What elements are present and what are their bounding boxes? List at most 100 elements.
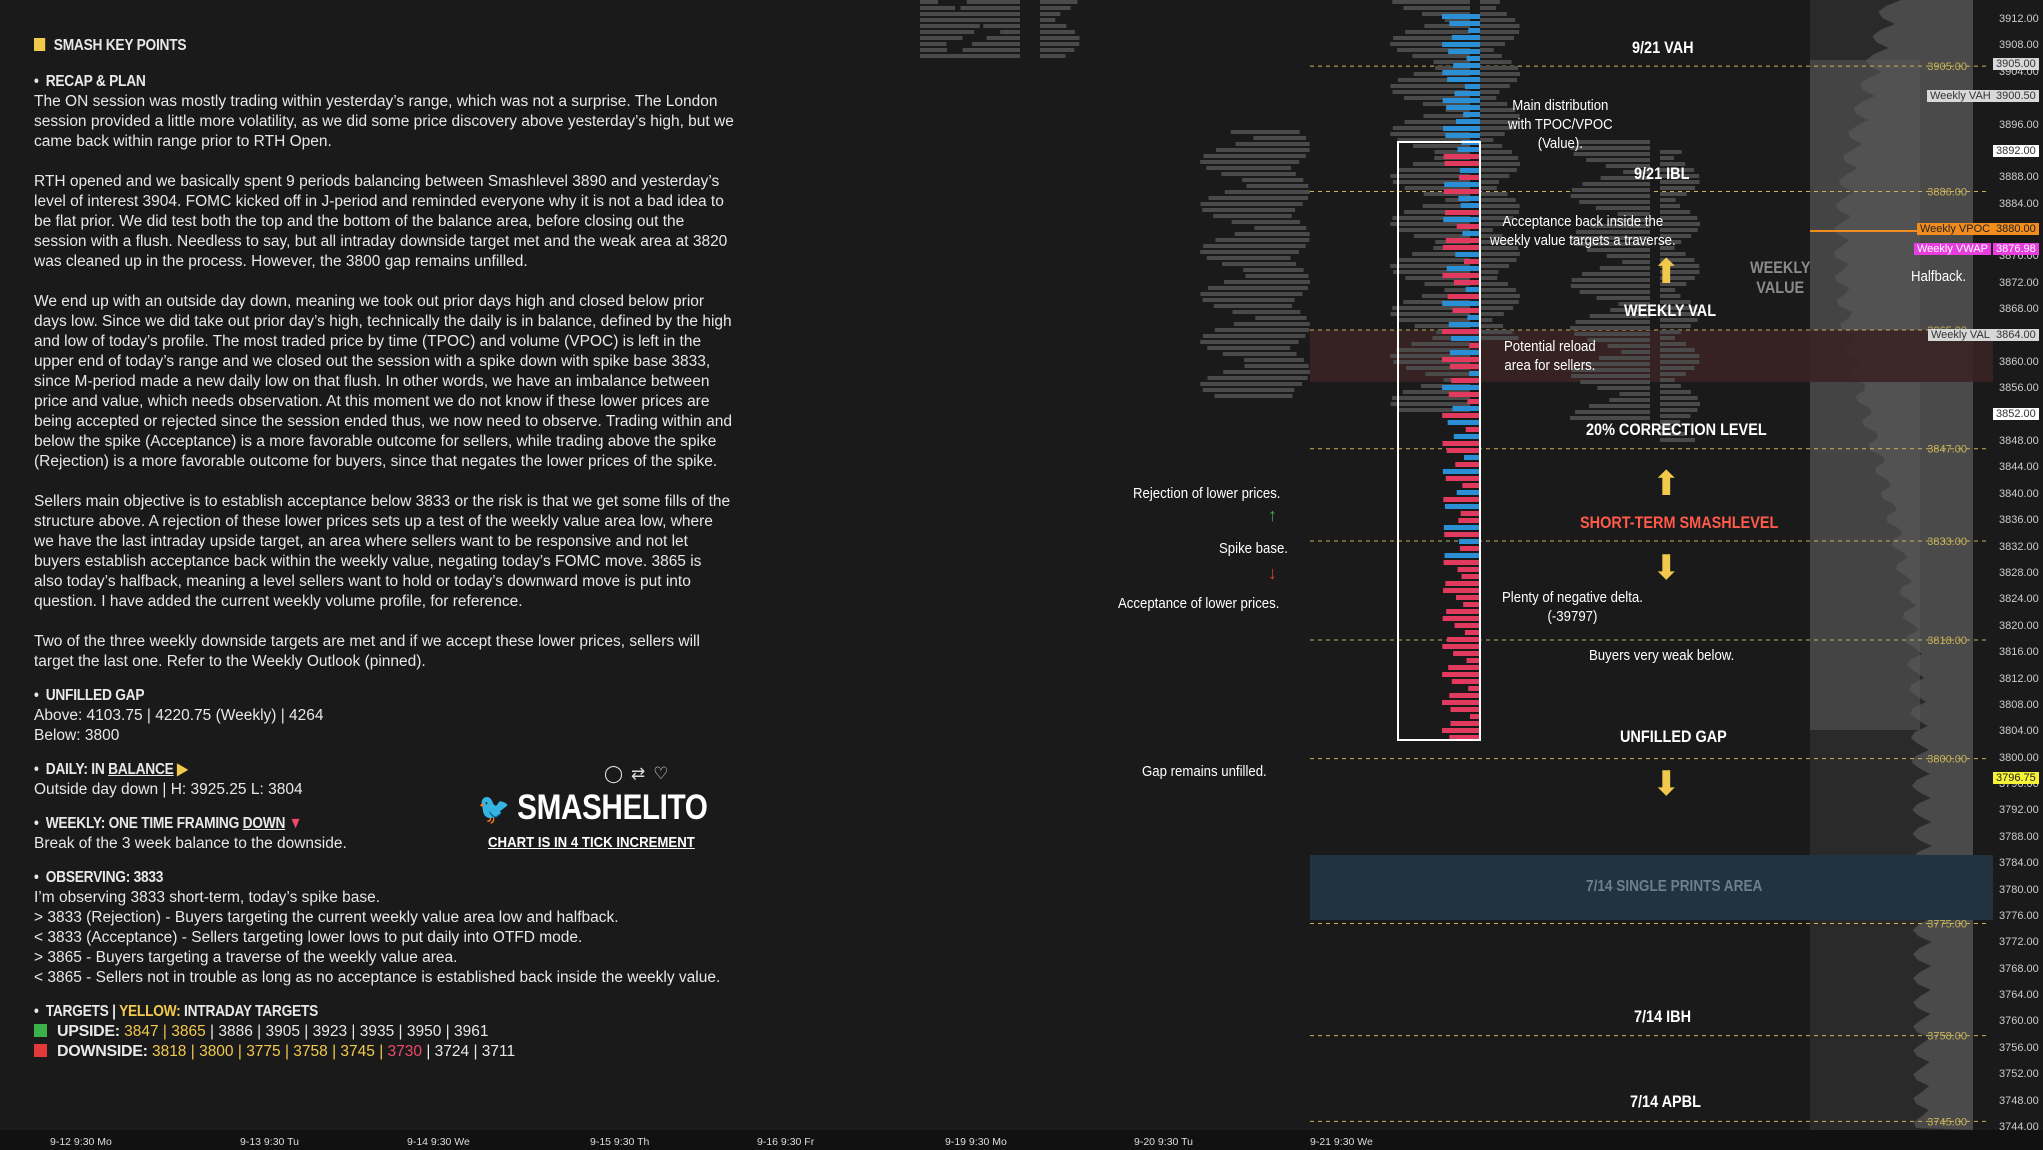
tpo-bar — [1280, 184, 1309, 188]
sell-delta-bar — [1451, 378, 1480, 383]
sell-delta-bar — [1442, 273, 1480, 278]
price-axis-label: 3856.00 — [1999, 382, 2039, 395]
sell-delta-bar — [1445, 476, 1480, 481]
tpo-bar — [1422, 204, 1470, 208]
level-label: 3800.00 — [1927, 754, 1967, 766]
date-label: 9-21 9:30 We — [1310, 1136, 1373, 1148]
tpo-bar — [1280, 130, 1300, 134]
tpo-bar — [1586, 158, 1650, 162]
gap-heading-text: UNFILLED GAP — [45, 687, 145, 704]
targets-suffix: INTRADAY TARGETS — [180, 1003, 319, 1020]
tpo-bar — [1213, 304, 1280, 308]
tpo-bar — [1200, 160, 1280, 164]
buy-delta-bar — [1443, 217, 1480, 222]
level-label: 3745.00 — [1927, 1116, 1967, 1128]
tpo-bar — [1660, 396, 1698, 400]
tpo-bar — [1280, 376, 1308, 380]
price-axis-label: 3804.00 — [1999, 725, 2039, 738]
weekly-prefix: WEEKLY: ONE TIME FRAMING — [45, 815, 243, 832]
tpo-bar — [1422, 102, 1470, 106]
tpo-bar — [1660, 168, 1695, 172]
tpo-bar — [1280, 190, 1310, 194]
tpo-bar — [1423, 114, 1470, 118]
tpo-bar — [1618, 302, 1650, 306]
tpo-bar — [1480, 270, 1499, 274]
sell-delta-bar — [1446, 609, 1480, 614]
tpo-bar — [1390, 354, 1470, 358]
tpo-bar — [1206, 166, 1280, 170]
tpo-bar — [1480, 288, 1516, 292]
buy-delta-bar — [1455, 119, 1480, 124]
tpo-bar — [1280, 274, 1309, 278]
tpo-bar — [1230, 130, 1280, 134]
tpo-bar — [1587, 338, 1650, 342]
reply-icon[interactable]: ◯ — [604, 764, 632, 783]
tpo-bar — [1611, 218, 1650, 222]
tpo-bar — [1390, 132, 1470, 136]
tpo-bar — [1660, 348, 1695, 352]
buy-delta-bar — [1442, 14, 1480, 19]
buy-delta-bar — [1463, 112, 1480, 117]
buy-delta-bar — [1462, 231, 1480, 236]
tpo-bar — [1392, 216, 1470, 220]
date-label: 9-14 9:30 We — [407, 1136, 470, 1148]
recap-paragraph-2: RTH opened and we basically spent 9 peri… — [34, 173, 728, 270]
price-3905-tag: 3905.00 — [1993, 58, 2039, 70]
tpo-bar — [1411, 342, 1470, 346]
gap-heading: • UNFILLED GAP — [34, 687, 145, 704]
tpo-bar — [1253, 136, 1280, 140]
sell-delta-bar — [1460, 511, 1480, 516]
tpo-bar — [1660, 234, 1692, 238]
price-axis-label: 3792.00 — [1999, 804, 2039, 817]
tpo-bar — [1660, 174, 1700, 178]
tpo-bar — [920, 0, 938, 4]
buy-delta-bar — [1460, 203, 1480, 208]
tpo-bar — [1280, 136, 1307, 140]
buy-delta-bar — [1467, 315, 1480, 320]
tpo-bar — [1244, 364, 1280, 368]
tpo-bar — [1480, 294, 1520, 298]
tpo-bar — [1480, 18, 1516, 22]
date-label: 9-19 9:30 Mo — [945, 1136, 1007, 1148]
buy-delta-bar — [1452, 406, 1480, 411]
tpo-bar — [1246, 184, 1280, 188]
tpo-bar — [1480, 180, 1499, 184]
tpo-bar — [1280, 226, 1307, 230]
retweet-icon[interactable]: ⇄ — [631, 764, 654, 783]
tpo-bar — [1223, 280, 1280, 284]
tpo-bar — [1480, 210, 1519, 214]
price-axis-label: 3848.00 — [1999, 435, 2039, 448]
sell-delta-bar — [1464, 259, 1480, 264]
sell-delta-bar — [1444, 210, 1480, 215]
green-square-icon — [34, 1024, 47, 1037]
tpo-bar — [1589, 314, 1650, 318]
tpo-bar — [1480, 120, 1520, 124]
acceptance-traverse-note: Acceptance back inside the weekly value … — [1490, 213, 1676, 249]
sell-delta-bar — [1442, 245, 1480, 250]
tpo-bar — [1660, 306, 1698, 310]
tpo-bar — [1254, 226, 1280, 230]
tpo-bar — [1413, 72, 1470, 76]
heart-icon[interactable]: ♡ — [653, 764, 677, 783]
tpo-bar — [1280, 382, 1303, 386]
tpo-bar — [1660, 264, 1700, 268]
tpo-bar — [1280, 244, 1306, 248]
tpo-bar — [960, 54, 1020, 58]
date-axis: 9-12 9:30 Mo 9-13 9:30 Tu 9-14 9:30 We 9-15… — [0, 1130, 2043, 1150]
rejection-note: Rejection of lower prices. — [1133, 485, 1281, 502]
buy-delta-bar — [1446, 266, 1480, 271]
tpo-bar — [1480, 72, 1520, 76]
tpo-bar — [1660, 366, 1695, 370]
tpo-bar — [1280, 160, 1300, 164]
tpo-bar — [1660, 342, 1687, 346]
tpo-bar — [1480, 12, 1507, 16]
buy-delta-bar — [1464, 455, 1480, 460]
tpo-bar — [1208, 196, 1280, 200]
tpo-bar — [1200, 202, 1280, 206]
price-axis-label: 3860.00 — [1999, 355, 2039, 368]
tpo-bar — [1396, 258, 1470, 262]
tpo-bar — [1232, 310, 1280, 314]
tpo-bar — [1040, 24, 1067, 28]
tpo-bar — [1413, 234, 1470, 238]
ibl-label: 9/21 IBL — [1634, 164, 1690, 183]
